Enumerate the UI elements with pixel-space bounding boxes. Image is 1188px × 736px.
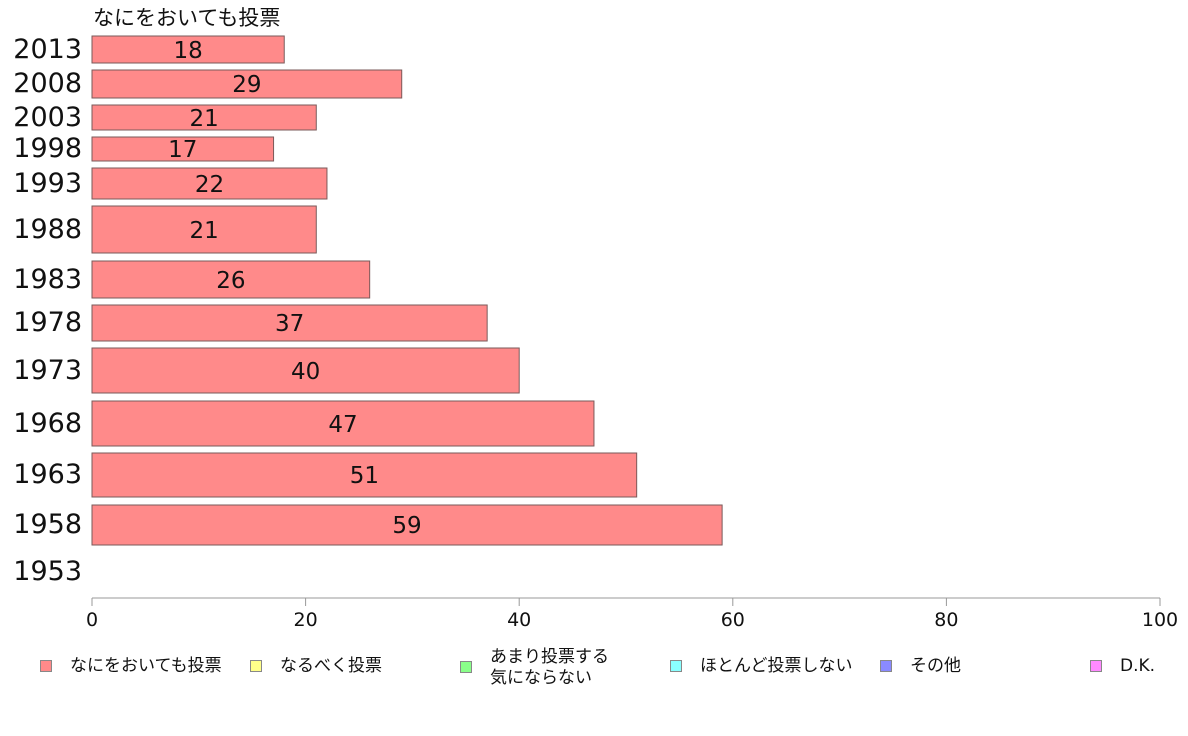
chart-title: なにをおいても投票: [93, 6, 281, 30]
category-label: 1983: [13, 263, 82, 295]
category-label: 1953: [13, 556, 82, 587]
x-tick-label: 100: [1141, 609, 1179, 631]
bar-value-label: 26: [216, 267, 246, 294]
x-tick-label: 80: [934, 609, 959, 631]
category-label: 2008: [13, 68, 82, 99]
category-label: 1973: [13, 354, 82, 386]
bar: [91, 347, 520, 394]
bar-value-label: 59: [392, 513, 422, 539]
category-label: 1978: [13, 307, 82, 338]
category-label: 1988: [13, 213, 82, 245]
legend-item: あまり投票する 気にならない: [460, 647, 609, 689]
bar-value-label: 47: [328, 411, 358, 438]
bar: [91, 452, 638, 498]
legend-label: あまり投票する 気にならない: [490, 647, 609, 688]
legend-swatch: [250, 660, 262, 672]
bar-value-label: 22: [194, 171, 225, 198]
bar: [91, 205, 317, 254]
bar-value-label: 21: [189, 217, 219, 244]
x-tick-label: 40: [507, 609, 532, 631]
legend-item: なるべく投票: [250, 656, 382, 677]
bar: [91, 104, 317, 131]
x-tick-label: 20: [293, 609, 318, 631]
legend-label: ほとんど投票しない: [700, 656, 853, 676]
bar-value-label: 18: [173, 37, 203, 64]
legend-item: ほとんど投票しない: [670, 656, 853, 677]
x-tick-label: 60: [720, 609, 745, 631]
bar: [91, 69, 403, 99]
category-label: 1963: [13, 459, 82, 490]
bar: [91, 400, 595, 447]
legend-label: なるべく投票: [280, 656, 382, 676]
bar: [91, 35, 285, 64]
legend-label: D.K.: [1120, 656, 1156, 676]
x-tick-label: 0: [85, 609, 99, 631]
category-label: 1958: [13, 509, 82, 540]
bar: [91, 504, 723, 546]
legend-label: その他: [910, 656, 961, 676]
legend-swatch: [460, 661, 472, 673]
legend-swatch: [1090, 660, 1102, 672]
category-label: 2013: [13, 33, 82, 65]
legend-label: なにをおいても投票: [70, 656, 222, 676]
category-label: 1968: [13, 407, 82, 439]
legend-swatch: [670, 660, 682, 672]
bar-value-label: 40: [290, 358, 321, 385]
bar: [91, 304, 488, 342]
legend-item: なにをおいても投票: [40, 656, 222, 677]
legend-swatch: [40, 660, 52, 672]
bar-value-label: 21: [189, 105, 219, 132]
category-label: 1993: [13, 167, 82, 199]
category-label: 2003: [13, 101, 82, 133]
legend-item: その他: [880, 656, 961, 677]
legend-item: D.K.: [1090, 656, 1155, 677]
bar-value-label: 17: [168, 137, 198, 163]
bar: [91, 167, 328, 200]
bar-value-label: 37: [274, 311, 305, 337]
bar-value-label: 51: [349, 463, 379, 489]
bar: [91, 136, 275, 162]
bar-value-label: 29: [232, 72, 262, 98]
bar: [91, 260, 371, 299]
category-label: 1998: [13, 133, 82, 164]
legend-swatch: [880, 660, 892, 672]
